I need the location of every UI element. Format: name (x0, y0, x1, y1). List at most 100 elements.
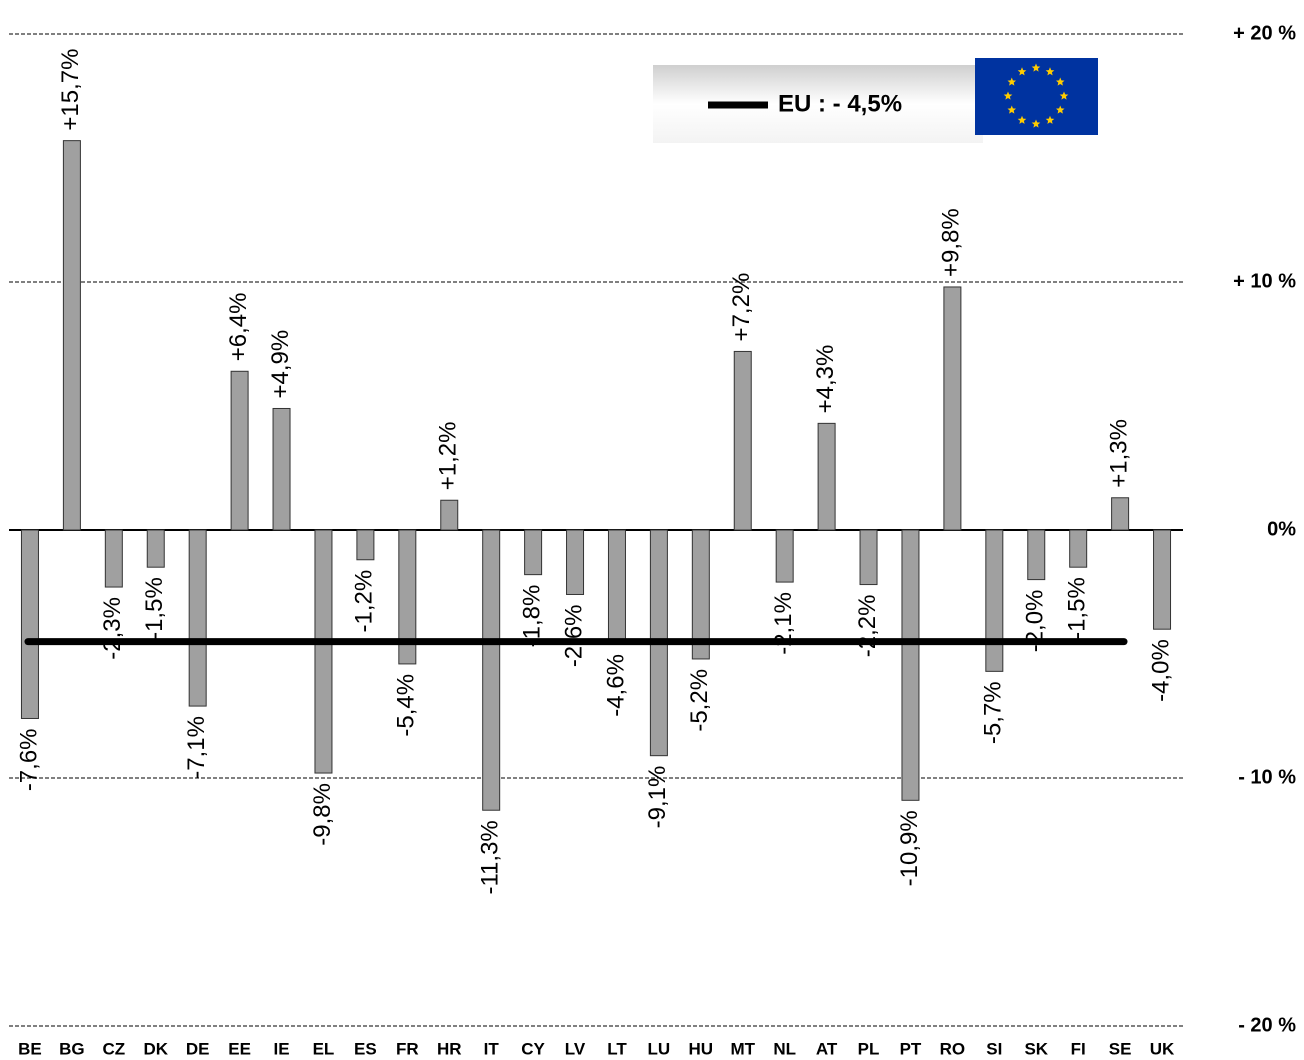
x-tick-label: UK (1150, 1039, 1175, 1058)
x-tick-label: IE (274, 1039, 290, 1058)
value-label: +15,7% (57, 49, 84, 131)
star (1045, 115, 1055, 124)
bar (775, 529, 794, 583)
star (1056, 105, 1065, 114)
value-label: -2,6% (560, 604, 587, 667)
x-tick-label: FI (1071, 1039, 1086, 1058)
x-tick-label: LU (648, 1039, 671, 1058)
star (1017, 67, 1027, 76)
x-tick-label: AT (816, 1039, 838, 1058)
star (1017, 115, 1027, 124)
bar (62, 140, 81, 531)
bar (566, 529, 585, 595)
x-tick-label: IT (484, 1039, 500, 1058)
bar (230, 370, 249, 531)
bar (985, 529, 1004, 672)
y-tick-label: 0% (1267, 518, 1296, 540)
x-tick-label: DE (186, 1039, 210, 1058)
x-tick-label: SI (986, 1039, 1002, 1058)
bar (943, 286, 962, 531)
bar (188, 529, 207, 707)
legend: EU : - 4,5% (653, 58, 1098, 143)
bar (440, 499, 459, 531)
x-tick-label: LV (565, 1039, 586, 1058)
x-tick-label: PL (858, 1039, 880, 1058)
bar (356, 529, 375, 561)
x-tick-label: EE (228, 1039, 251, 1058)
value-label: -7,1% (183, 716, 210, 779)
x-tick-label: NL (773, 1039, 796, 1058)
bar (817, 422, 836, 531)
x-tick-label: EL (313, 1039, 335, 1058)
x-tick-label: BE (18, 1039, 42, 1058)
bar (691, 529, 710, 660)
value-label: -5,4% (393, 674, 420, 737)
x-tick-label: SK (1024, 1039, 1048, 1058)
x-tick-label: DK (143, 1039, 168, 1058)
value-label: -2,1% (770, 592, 797, 655)
star (1056, 77, 1065, 86)
value-label: +7,2% (728, 273, 755, 342)
legend-label: EU : - 4,5% (778, 90, 902, 117)
value-label: -7,6% (15, 728, 42, 791)
value-label: -9,1% (644, 766, 671, 829)
y-tick-label: - 10 % (1238, 766, 1296, 788)
value-label: +6,4% (225, 293, 252, 362)
y-tick-label: - 20 % (1238, 1014, 1296, 1036)
bar (607, 529, 626, 645)
value-label: +4,3% (812, 345, 839, 414)
star (1045, 67, 1055, 76)
x-tick-label: ES (354, 1039, 377, 1058)
x-tick-label: HU (689, 1039, 714, 1058)
flag-stars (1003, 63, 1069, 128)
value-label: +9,8% (938, 208, 965, 277)
x-tick-label: MT (730, 1039, 755, 1058)
bar (398, 529, 417, 665)
value-label: -5,7% (980, 681, 1007, 744)
y-tick-label: + 10 % (1233, 270, 1296, 292)
star (1031, 63, 1041, 72)
star (1031, 119, 1041, 128)
star (1003, 91, 1013, 100)
x-tick-label: FR (396, 1039, 419, 1058)
bar (524, 529, 543, 576)
value-label: -1,2% (351, 570, 378, 633)
value-label: -1,5% (141, 577, 168, 640)
x-tick-label: CZ (102, 1039, 125, 1058)
value-label: -1,8% (518, 585, 545, 648)
value-label: -2,2% (854, 595, 881, 658)
x-tick-label: CY (521, 1039, 545, 1058)
star (1007, 77, 1016, 86)
value-label: +1,3% (1105, 419, 1132, 488)
star (1059, 91, 1069, 100)
value-label: -4,0% (1147, 639, 1174, 702)
value-label: -1,5% (1064, 577, 1091, 640)
bar (1027, 529, 1046, 581)
star (1007, 105, 1016, 114)
value-label: +1,2% (435, 422, 462, 491)
x-tick-label: HR (437, 1039, 462, 1058)
x-tick-label: SE (1109, 1039, 1132, 1058)
bar (1111, 497, 1130, 531)
value-label: -2,3% (99, 597, 126, 660)
bar (20, 529, 39, 719)
bar (901, 529, 920, 801)
x-tick-label: RO (940, 1039, 966, 1058)
value-label: -11,3% (477, 820, 504, 894)
bar (1069, 529, 1088, 568)
x-tick-label: PT (900, 1039, 922, 1058)
value-label: +4,9% (267, 330, 294, 399)
x-tick-label: LT (607, 1039, 627, 1058)
bar (104, 529, 123, 588)
value-label: -10,9% (896, 810, 923, 886)
value-label: -4,6% (602, 654, 629, 717)
bar (859, 529, 878, 586)
bar (272, 407, 291, 531)
value-label: -9,8% (309, 783, 336, 846)
bar (146, 529, 165, 568)
bar (1153, 529, 1172, 630)
y-tick-label: + 20 % (1233, 22, 1296, 44)
bar (482, 529, 501, 811)
x-tick-label: BG (59, 1039, 85, 1058)
